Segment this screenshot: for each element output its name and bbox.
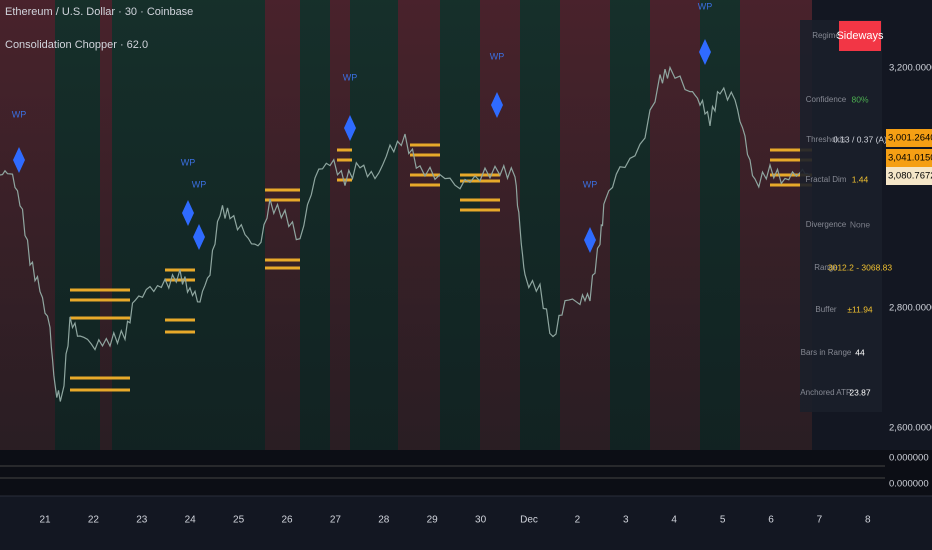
- red-band: [265, 0, 300, 450]
- table-value: Sideways: [836, 30, 884, 42]
- date-label: 25: [233, 515, 245, 526]
- marker-diamond: [344, 115, 356, 141]
- table-value: 80%: [851, 94, 868, 104]
- date-label: 29: [427, 515, 439, 526]
- marker-label: WP: [181, 157, 196, 167]
- table-value: ±11.94: [847, 304, 873, 314]
- price-tag: [886, 149, 932, 167]
- date-label: 28: [378, 515, 390, 526]
- table-value: None: [850, 219, 871, 229]
- marker-diamond: [491, 92, 503, 118]
- price-tag-label: 3,001.264000: [888, 133, 932, 144]
- marker-label: WP: [192, 179, 207, 189]
- date-label: 22: [88, 515, 100, 526]
- marker-diamond: [584, 227, 596, 253]
- price-label: 2,800.000000: [889, 303, 932, 314]
- date-label: 30: [475, 515, 487, 526]
- price-tag-label: 3,041.015000: [888, 153, 932, 164]
- date-label: 2: [575, 515, 581, 526]
- marker-diamond: [182, 200, 194, 226]
- table-value: 0.13 / 0.37 (A): [833, 134, 887, 144]
- date-label: 8: [865, 515, 871, 526]
- table-key: Buffer: [815, 305, 837, 314]
- date-label: 21: [39, 515, 51, 526]
- marker-label: WP: [583, 179, 598, 189]
- table-key: Fractal Dim: [806, 175, 847, 184]
- table-key: Divergence: [806, 220, 847, 229]
- sub-axis-label: 0.000000: [889, 453, 929, 464]
- sub-pane: [0, 450, 932, 496]
- price-tag-label: 3,080.767245: [888, 171, 932, 182]
- date-label: 5: [720, 515, 726, 526]
- marker-diamond: [193, 224, 205, 250]
- red-band: [480, 0, 520, 450]
- red-band: [398, 0, 440, 450]
- table-key: Thresholds: [806, 135, 846, 144]
- red-band: [650, 0, 700, 450]
- date-label: 4: [671, 515, 677, 526]
- date-label: 24: [185, 515, 197, 526]
- sub-axis-label: 0.000000: [889, 479, 929, 490]
- regime-badge: [839, 21, 881, 51]
- date-label: 6: [768, 515, 774, 526]
- date-label: 7: [817, 515, 823, 526]
- price-axis: [885, 0, 932, 450]
- regime-bands: [0, 0, 812, 450]
- price-tag: [886, 129, 932, 147]
- marker-label: WP: [343, 72, 358, 82]
- table-value: 3012.2 - 3068.83: [828, 262, 893, 272]
- date-label: Dec: [520, 515, 538, 526]
- price-label: 2,600.000000: [889, 423, 932, 434]
- indicator-title: Consolidation Chopper · 62.0: [5, 39, 148, 51]
- table-key: Anchored ATR: [800, 388, 852, 397]
- date-label: 23: [136, 515, 148, 526]
- price-label: 3,200.000000: [889, 63, 932, 74]
- table-value: 23.87: [849, 387, 871, 397]
- symbol-title: Ethereum / U.S. Dollar · 30 · Coinbase: [5, 6, 193, 18]
- marker-label: WP: [698, 1, 713, 11]
- red-band: [330, 0, 350, 450]
- red-band: [0, 0, 55, 450]
- marker-label: WP: [490, 51, 505, 61]
- marker-label: WP: [12, 109, 27, 119]
- table-key: Regime: [812, 31, 840, 40]
- price-line: [0, 65, 811, 402]
- date-label: 27: [330, 515, 342, 526]
- marker-diamond: [13, 147, 25, 173]
- info-table: [800, 20, 882, 412]
- table-key: Confidence: [806, 95, 847, 104]
- price-tag: [886, 167, 932, 185]
- date-label: 26: [281, 515, 293, 526]
- red-band: [100, 0, 112, 450]
- table-value: 1.44: [852, 174, 869, 184]
- date-label: 3: [623, 515, 629, 526]
- table-key: Bars in Range: [801, 348, 852, 357]
- table-key: Range: [814, 263, 838, 272]
- marker-diamond: [699, 39, 711, 65]
- table-value: 44: [855, 347, 865, 357]
